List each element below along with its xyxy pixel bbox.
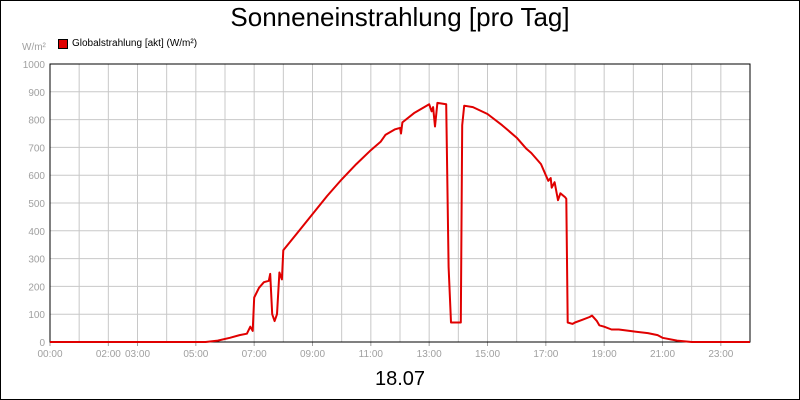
x-tick-label: 07:00 — [242, 349, 267, 360]
y-tick-label: 700 — [28, 143, 45, 154]
y-tick-label: 100 — [28, 310, 45, 321]
x-tick-label: 21:00 — [650, 349, 675, 360]
x-tick-label: 05:00 — [183, 349, 208, 360]
y-tick-label: 400 — [28, 227, 45, 238]
y-axis-unit-label: W/m² — [22, 42, 46, 53]
x-tick-label: 09:00 — [300, 349, 325, 360]
x-tick-label: 00:00 — [37, 349, 62, 360]
legend-swatch — [58, 38, 68, 49]
x-tick-label: 19:00 — [592, 349, 617, 360]
y-tick-label: 900 — [28, 88, 45, 99]
chart-title: Sonneneinstrahlung [pro Tag] — [230, 2, 570, 32]
x-tick-label: 13:00 — [417, 349, 442, 360]
y-tick-label: 600 — [28, 171, 45, 182]
x-tick-label: 23:00 — [708, 349, 733, 360]
x-tick-label: 03:00 — [125, 349, 150, 360]
chart-legend: Globalstrahlung [akt] (W/m²) — [58, 38, 197, 49]
x-tick-label: 11:00 — [359, 349, 384, 360]
series-line-globalstrahlung — [50, 101, 750, 343]
x-tick-label: 02:00 — [96, 349, 121, 360]
y-tick-label: 0 — [39, 338, 45, 349]
x-tick-label: 17:00 — [533, 349, 558, 360]
y-tick-label: 500 — [28, 199, 45, 210]
y-tick-label: 1000 — [23, 60, 46, 71]
y-tick-label: 300 — [28, 255, 45, 266]
y-tick-label: 800 — [28, 116, 45, 127]
y-tick-label: 200 — [28, 282, 45, 293]
x-tick-label: 15:00 — [475, 349, 500, 360]
x-axis-date-label: 18.07 — [374, 368, 426, 390]
legend-label: Globalstrahlung [akt] (W/m²) — [72, 38, 198, 49]
plot-border — [49, 63, 751, 343]
